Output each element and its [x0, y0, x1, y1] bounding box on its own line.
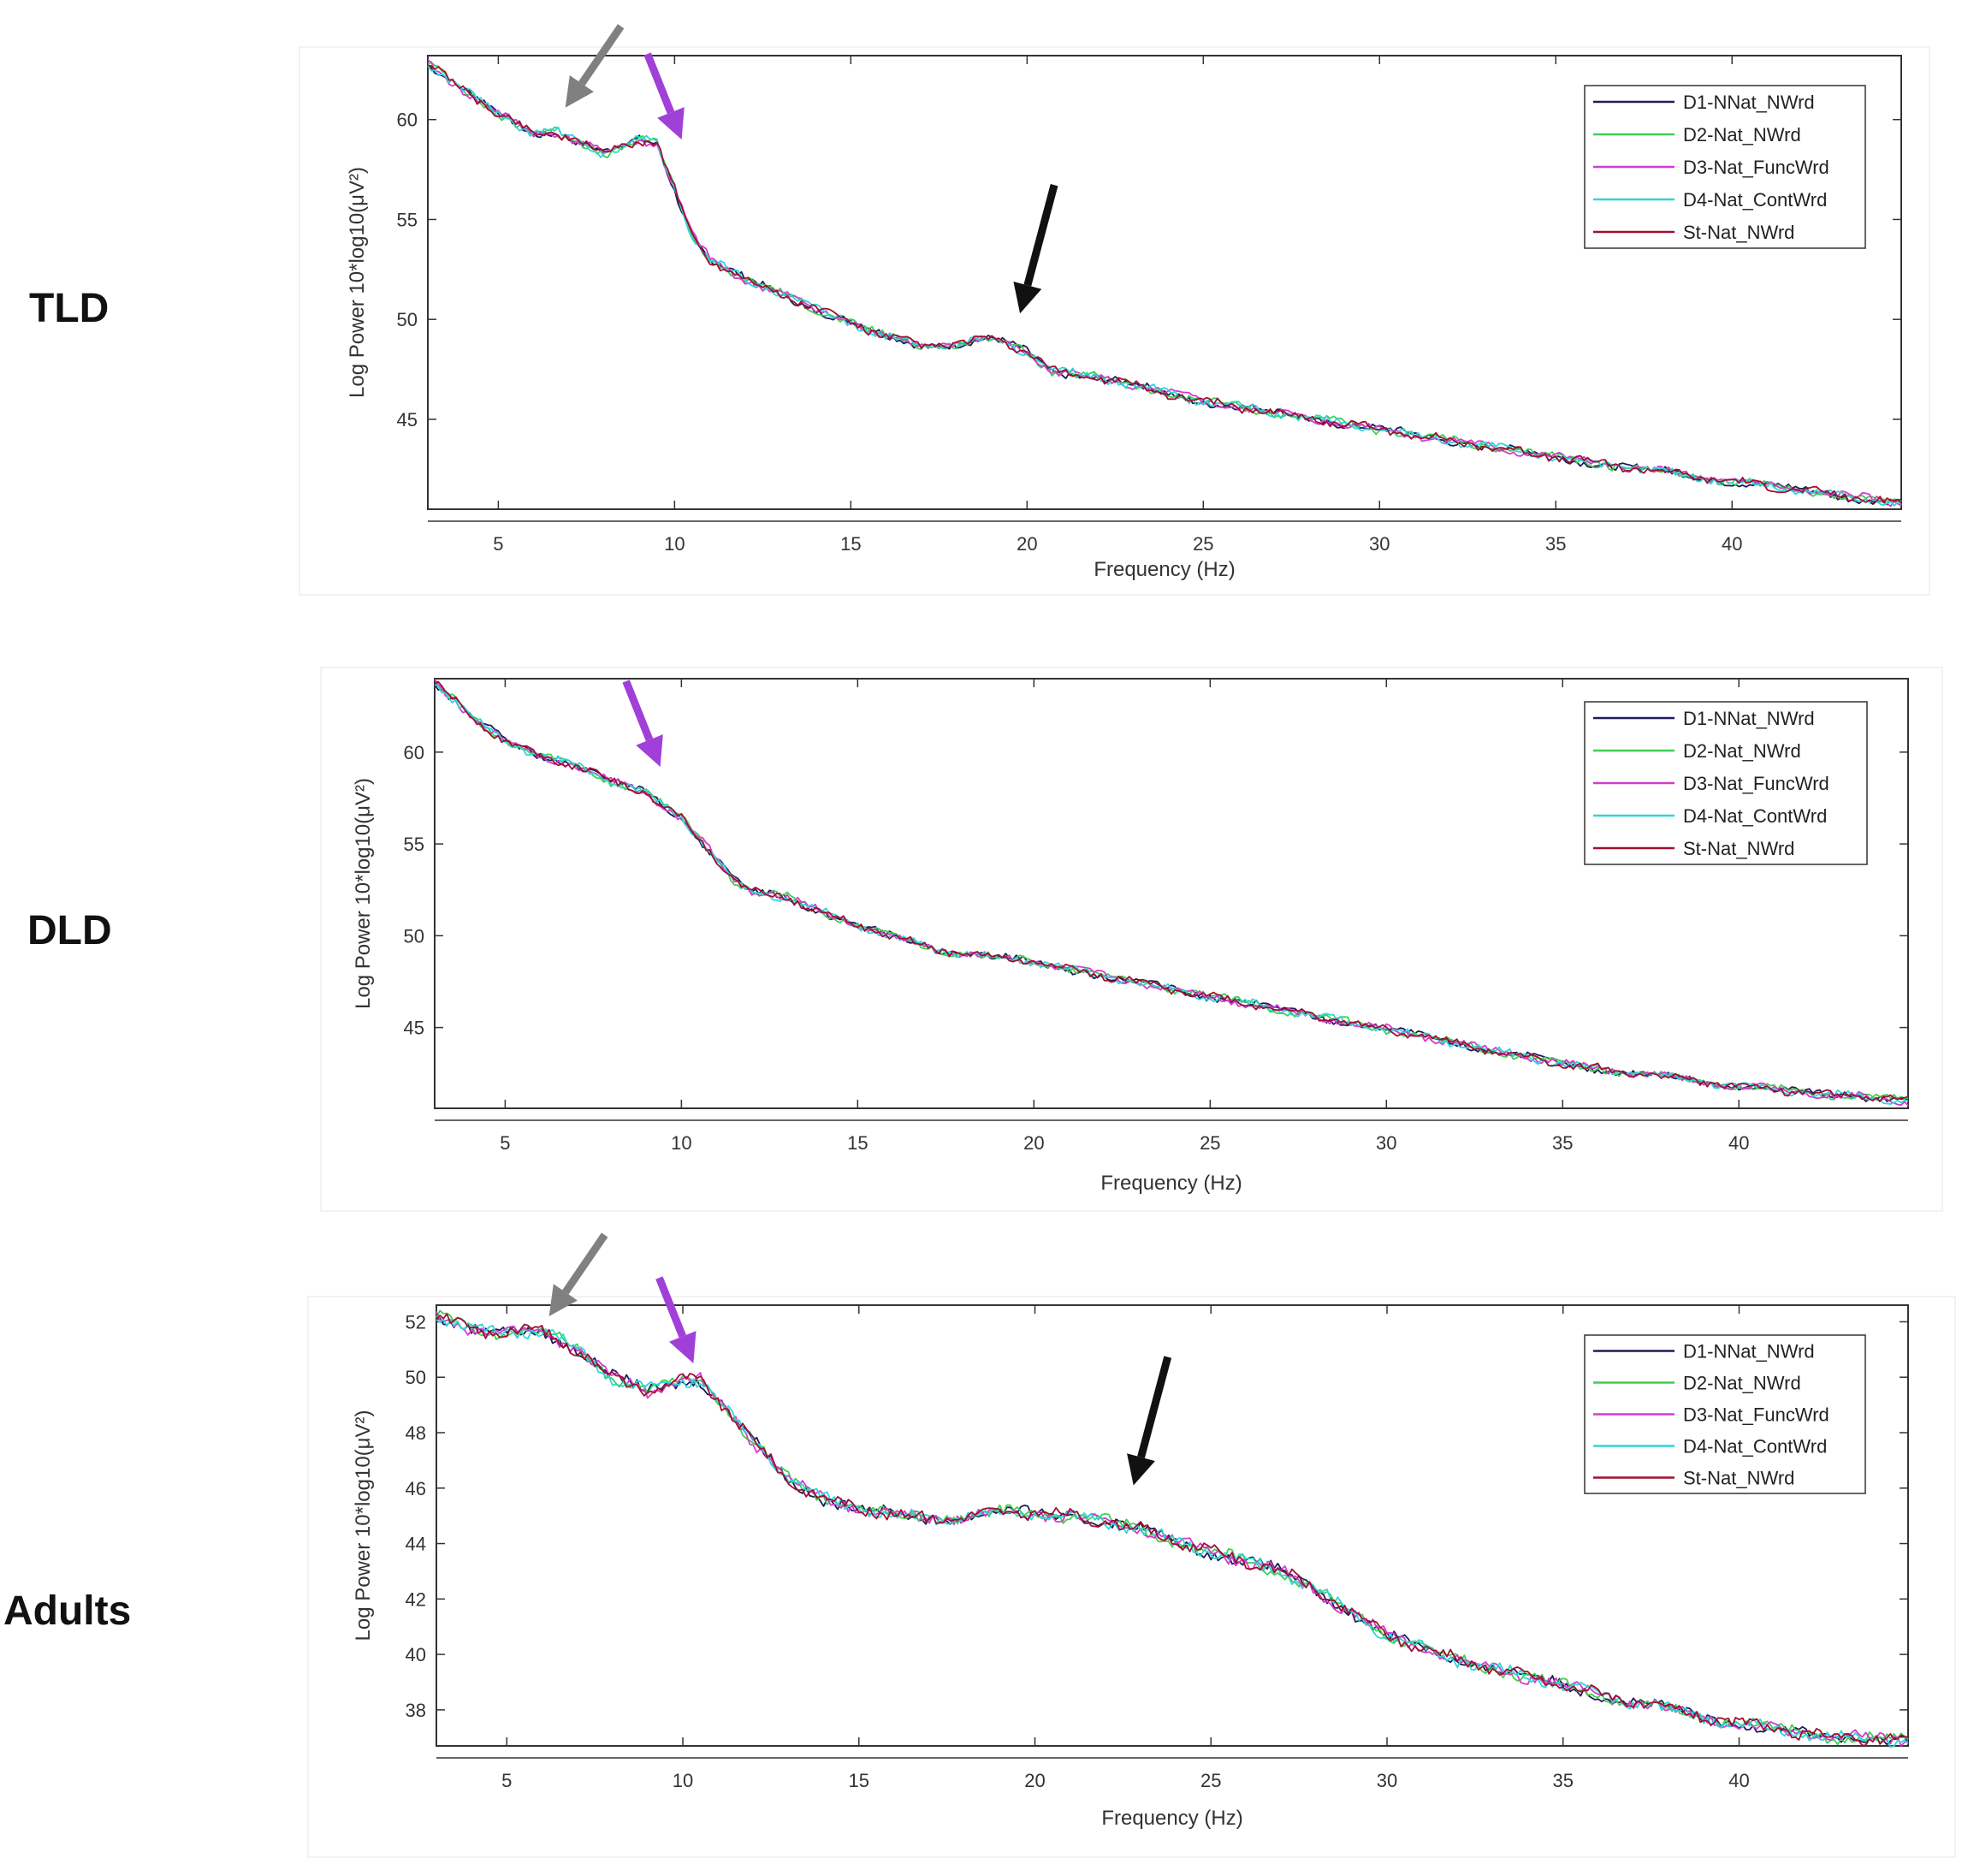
chart-panel-adults: 5 10 15 20 25 30 35 40 38 40 42 44 46 48 50 52 Frequency… — [307, 1232, 1956, 1858]
series-line-st-nat-nwrd — [436, 1313, 1909, 1747]
plot-area — [434, 678, 1909, 1109]
y-tick-label: 48 — [406, 1422, 426, 1444]
chart-panel-dld: 5 10 15 20 25 30 35 40 45 50 55 60 Frequency (Hz) Log… — [320, 667, 1943, 1212]
y-axis-title: Log Power 10*log10(μV²) — [352, 1410, 375, 1642]
y-axis-title: Log Power 10*log10(μV²) — [352, 778, 375, 1009]
y-tick-label: 50 — [397, 309, 418, 330]
x-tick-label: 40 — [1722, 533, 1742, 555]
series-line-st-nat-nwrd — [427, 64, 1902, 504]
y-tick-label: 60 — [404, 742, 424, 763]
legend-entry: D4-Nat_ContWrd — [1683, 1436, 1827, 1457]
x-axis-title: Frequency (Hz) — [1101, 1807, 1242, 1830]
legend-entry: D1-NNat_NWrd — [1683, 708, 1815, 729]
y-tick-label: 46 — [406, 1478, 426, 1499]
y-tick-label: 50 — [406, 1367, 426, 1388]
arrow-black-annotation — [1127, 1356, 1172, 1486]
x-tick-label: 10 — [664, 533, 685, 555]
series-line-d4-nat-contwrd — [434, 683, 1909, 1105]
legend: D1-NNat_NWrd D2-Nat_NWrd D3-Nat_FuncWrd D4-… — [1584, 701, 1868, 865]
legend-entry: D2-Nat_NWrd — [1683, 1373, 1801, 1394]
x-tick-label: 35 — [1552, 1132, 1573, 1154]
arrow-gray-annotation — [565, 24, 625, 108]
y-tick-label: 38 — [406, 1700, 426, 1721]
plot-area — [436, 1304, 1909, 1747]
x-tick-label: 25 — [1200, 1770, 1221, 1791]
arrow-black-annotation — [1013, 184, 1058, 314]
legend-entry: St-Nat_NWrd — [1683, 1468, 1794, 1489]
x-tick-label: 5 — [501, 1770, 512, 1791]
legend-entry: D3-Nat_FuncWrd — [1683, 773, 1829, 794]
x-tick-label: 35 — [1553, 1770, 1574, 1791]
group-label-adults: Adults — [3, 1588, 132, 1634]
panel-frame — [307, 1296, 1956, 1858]
panel-frame — [320, 667, 1943, 1212]
legend-entry: D1-NNat_NWrd — [1683, 1341, 1815, 1362]
x-tick-label: 20 — [1017, 533, 1037, 555]
x-tick-label: 25 — [1193, 533, 1213, 555]
group-label-tld: TLD — [29, 286, 110, 331]
legend-box — [1584, 1334, 1866, 1494]
x-tick-label: 15 — [847, 1132, 868, 1154]
chart-panel-tld: 5 10 15 20 25 30 35 40 45 50 55 60 Frequency (Hz) Log… — [299, 24, 1930, 596]
y-tick-label: 44 — [406, 1534, 426, 1555]
y-tick-label: 42 — [406, 1588, 426, 1610]
legend-entry: D2-Nat_NWrd — [1683, 740, 1801, 762]
arrow-purple-annotation — [643, 52, 685, 140]
y-axis-title: Log Power 10*log10(μV²) — [346, 167, 369, 398]
x-tick-label: 15 — [840, 533, 861, 555]
legend-entry: D4-Nat_ContWrd — [1683, 189, 1827, 211]
y-tick-label: 45 — [404, 1018, 424, 1039]
x-tick-label: 5 — [500, 1132, 510, 1154]
x-tick-label: 15 — [849, 1770, 869, 1791]
group-label-dld: DLD — [27, 908, 112, 953]
panel-frame — [299, 46, 1930, 596]
legend-entry: St-Nat_NWrd — [1683, 222, 1794, 243]
y-tick-label: 55 — [404, 834, 424, 855]
x-axis-title: Frequency (Hz) — [1094, 558, 1235, 581]
legend-entry: D4-Nat_ContWrd — [1683, 805, 1827, 827]
x-tick-label: 10 — [671, 1132, 691, 1154]
y-tick-label: 52 — [406, 1311, 426, 1333]
arrow-purple-annotation — [655, 1276, 696, 1364]
x-tick-label: 20 — [1024, 1770, 1045, 1791]
x-tick-label: 40 — [1728, 1770, 1749, 1791]
y-tick-label: 60 — [397, 110, 418, 131]
x-tick-label: 30 — [1369, 533, 1390, 555]
x-tick-label: 40 — [1728, 1132, 1749, 1154]
x-tick-label: 25 — [1200, 1132, 1220, 1154]
legend: D1-NNat_NWrd D2-Nat_NWrd D3-Nat_FuncWrd D4-… — [1584, 1334, 1866, 1494]
series-line-d4-nat-contwrd — [436, 1318, 1909, 1748]
legend-entry: D3-Nat_FuncWrd — [1683, 157, 1829, 178]
x-tick-label: 30 — [1376, 1132, 1396, 1154]
series-line-st-nat-nwrd — [434, 680, 1909, 1102]
x-tick-label: 35 — [1545, 533, 1566, 555]
legend-entry: D2-Nat_NWrd — [1683, 124, 1801, 145]
series-line-d4-nat-contwrd — [427, 65, 1902, 507]
arrow-purple-annotation — [622, 680, 663, 767]
x-tick-label: 5 — [493, 533, 503, 555]
x-tick-label: 20 — [1023, 1132, 1044, 1154]
legend-entry: D3-Nat_FuncWrd — [1683, 1404, 1829, 1426]
x-axis-title: Frequency (Hz) — [1100, 1172, 1242, 1195]
legend: D1-NNat_NWrd D2-Nat_NWrd D3-Nat_FuncWrd D4-… — [1584, 85, 1866, 249]
y-tick-label: 55 — [397, 209, 418, 230]
arrow-gray-annotation — [548, 1232, 608, 1316]
x-tick-label: 10 — [673, 1770, 693, 1791]
legend-entry: St-Nat_NWrd — [1683, 838, 1794, 859]
y-tick-label: 40 — [406, 1644, 426, 1665]
plot-area — [427, 55, 1902, 510]
legend-entry: D1-NNat_NWrd — [1683, 92, 1815, 113]
y-tick-label: 45 — [397, 409, 418, 430]
x-tick-label: 30 — [1377, 1770, 1397, 1791]
y-tick-label: 50 — [404, 925, 424, 947]
